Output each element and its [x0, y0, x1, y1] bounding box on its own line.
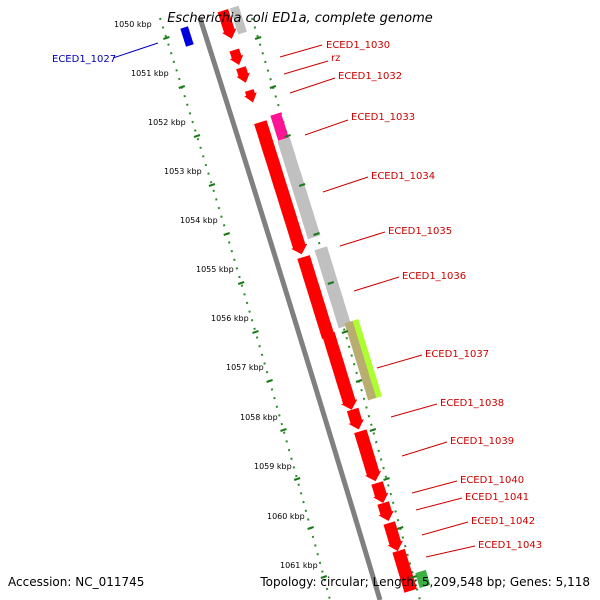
- genome-backbone: [197, 17, 383, 600]
- major-tick: [298, 183, 306, 187]
- gene-features: [180, 5, 431, 593]
- major-tick: [313, 232, 320, 236]
- gene-feature[interactable]: [354, 429, 382, 482]
- accession-text: Accession: NC_011745: [8, 575, 144, 589]
- topology-text: Topology: circular; Length: 5,209,548 bp…: [259, 575, 590, 589]
- major-tick: [396, 526, 404, 530]
- kbp-label: 1052 kbp: [148, 118, 186, 127]
- gene-label-eced1-1041[interactable]: ECED1_1041: [465, 492, 529, 503]
- major-tick: [369, 428, 377, 432]
- major-tick: [284, 134, 291, 138]
- gene-feature[interactable]: [270, 112, 289, 141]
- gene-feature[interactable]: [377, 501, 394, 521]
- major-tick: [383, 477, 390, 481]
- gene-label-eced1-1033[interactable]: ECED1_1033: [351, 112, 415, 123]
- major-tick: [266, 379, 273, 383]
- gene-label-eced1-1039[interactable]: ECED1_1039: [450, 436, 514, 447]
- gene-feature[interactable]: [383, 521, 403, 552]
- kbp-label: 1057 kbp: [226, 363, 264, 372]
- label-leaders: [112, 42, 476, 558]
- gene-label-eced1-1030[interactable]: ECED1_1030: [326, 40, 390, 51]
- gene-label-eced1-1027[interactable]: ECED1_1027: [52, 54, 116, 65]
- gene-feature[interactable]: [217, 9, 237, 39]
- kbp-label: 1050 kbp: [114, 20, 152, 29]
- gene-label-eced1-1035[interactable]: ECED1_1035: [388, 226, 452, 237]
- major-tick: [307, 526, 314, 530]
- major-tick: [341, 330, 349, 334]
- major-tick: [237, 281, 245, 285]
- gene-feature[interactable]: [236, 66, 250, 83]
- major-tick: [293, 477, 301, 481]
- major-tick: [355, 379, 363, 383]
- gene-feature[interactable]: [229, 48, 244, 66]
- gene-feature[interactable]: [297, 255, 335, 339]
- gene-feature[interactable]: [244, 89, 257, 103]
- gene-feature[interactable]: [314, 246, 352, 329]
- gene-feature[interactable]: [254, 120, 308, 255]
- gene-feature[interactable]: [415, 569, 431, 589]
- gene-feature[interactable]: [344, 320, 377, 401]
- major-tick: [410, 575, 418, 579]
- gene-feature[interactable]: [392, 548, 417, 593]
- gene-label-eced1-1037[interactable]: ECED1_1037: [425, 349, 489, 360]
- gene-label-rz[interactable]: rz: [331, 53, 340, 64]
- kbp-label: 1061 kbp: [280, 561, 318, 570]
- gene-label-eced1-1040[interactable]: ECED1_1040: [460, 475, 524, 486]
- kbp-label: 1059 kbp: [254, 462, 292, 471]
- major-tick: [269, 85, 277, 89]
- major-tick: [254, 36, 262, 40]
- gene-label-eced1-1043[interactable]: ECED1_1043: [478, 540, 542, 551]
- kbp-label: 1051 kbp: [131, 69, 169, 78]
- kbp-label: 1056 kbp: [211, 314, 249, 323]
- gene-feature[interactable]: [277, 137, 321, 240]
- major-tick: [320, 575, 328, 579]
- major-ticks: [163, 36, 418, 579]
- major-tick: [193, 134, 201, 138]
- gene-feature[interactable]: [346, 407, 364, 430]
- gene-feature[interactable]: [371, 481, 389, 503]
- major-tick: [178, 85, 186, 89]
- major-tick: [327, 281, 335, 285]
- map-title: Escherichia coli ED1a, complete genome: [167, 11, 433, 26]
- major-tick: [223, 232, 230, 236]
- major-tick: [163, 36, 170, 40]
- gene-label-eced1-1038[interactable]: ECED1_1038: [440, 398, 504, 409]
- kbp-label: 1055 kbp: [196, 265, 234, 274]
- gene-feature[interactable]: [230, 5, 247, 35]
- major-tick: [252, 330, 259, 334]
- kbp-label: 1054 kbp: [180, 216, 218, 225]
- gene-feature[interactable]: [352, 319, 382, 398]
- gene-label-eced1-1034[interactable]: ECED1_1034: [371, 171, 435, 182]
- major-tick: [208, 183, 216, 187]
- kbp-label: 1058 kbp: [240, 413, 278, 422]
- kbp-label: 1060 kbp: [267, 512, 305, 521]
- gene-label-eced1-1042[interactable]: ECED1_1042: [471, 516, 535, 527]
- gene-label-eced1-1036[interactable]: ECED1_1036: [402, 271, 466, 282]
- gene-label-eced1-1032[interactable]: ECED1_1032: [338, 71, 402, 82]
- kbp-scale: 1050 kbp 1051 kbp 1052 kbp 1053 kbp 1054…: [114, 20, 318, 570]
- major-tick: [280, 428, 287, 432]
- gene-feature[interactable]: [180, 26, 194, 47]
- gene-labels: ECED1_1027 ECED1_1030 rz ECED1_1032 ECED…: [52, 40, 542, 551]
- kbp-label: 1053 kbp: [164, 167, 202, 176]
- gene-feature[interactable]: [322, 331, 358, 410]
